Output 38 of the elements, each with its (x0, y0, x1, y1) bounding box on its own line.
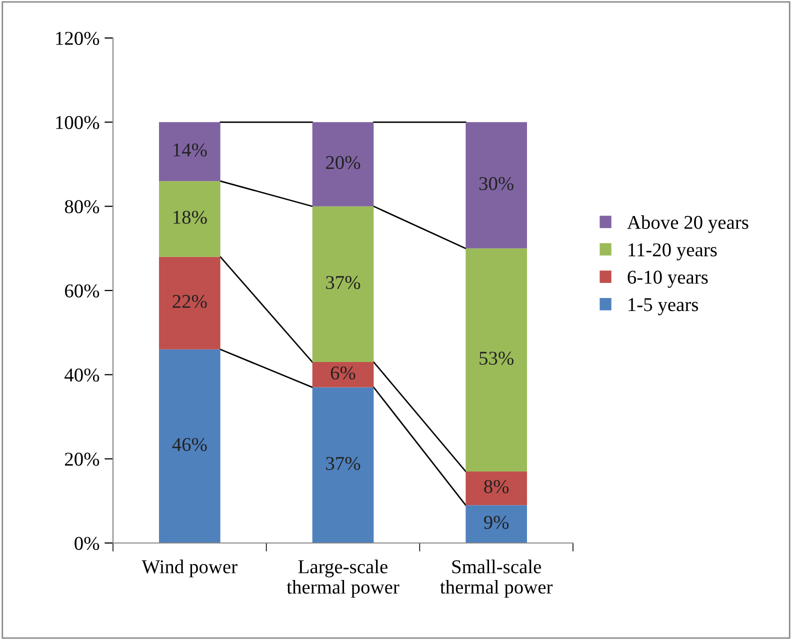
data-label: 37% (326, 456, 360, 470)
data-label: 46% (172, 438, 207, 452)
legend-label: 1-5 years (628, 298, 698, 316)
bar (159, 181, 220, 257)
bar (466, 248, 527, 472)
y-tick-label: 20% (65, 452, 100, 466)
data-label: 8% (484, 480, 509, 494)
bar (312, 387, 374, 543)
x-tick-label: Large-scale thermal power (286, 560, 400, 598)
bar (466, 505, 527, 543)
data-label: 22% (172, 294, 207, 308)
legend-label: 6-10 years (628, 270, 708, 288)
y-tick-label: 120% (56, 32, 100, 45)
x-tick-label: Wind power (142, 560, 238, 578)
y-tick-label: 80% (64, 200, 100, 214)
y-tick-label: 40% (64, 368, 100, 382)
x-tick-label: Small-scale thermal power (440, 560, 553, 598)
bar (159, 256, 220, 350)
data-label: 9% (484, 516, 509, 529)
bar (159, 122, 220, 182)
bar (312, 362, 374, 388)
bar (466, 471, 527, 506)
data-label: 20% (326, 156, 360, 170)
legend-label: Above 20 years (627, 215, 748, 233)
data-label: 37% (326, 276, 360, 290)
bar (159, 349, 220, 543)
bar (312, 206, 374, 362)
data-label: 18% (174, 210, 207, 224)
bar (312, 122, 374, 206)
legend-label: 11-20 years (628, 243, 717, 260)
data-label: 6% (330, 366, 356, 380)
data-label: 14% (174, 143, 207, 157)
y-tick-label: 0% (74, 536, 100, 550)
y-tick-label: 60% (65, 284, 100, 298)
data-label: 53% (480, 352, 514, 365)
bar (466, 122, 527, 248)
y-tick-label: 100% (56, 116, 100, 130)
data-label: 30% (479, 177, 514, 190)
